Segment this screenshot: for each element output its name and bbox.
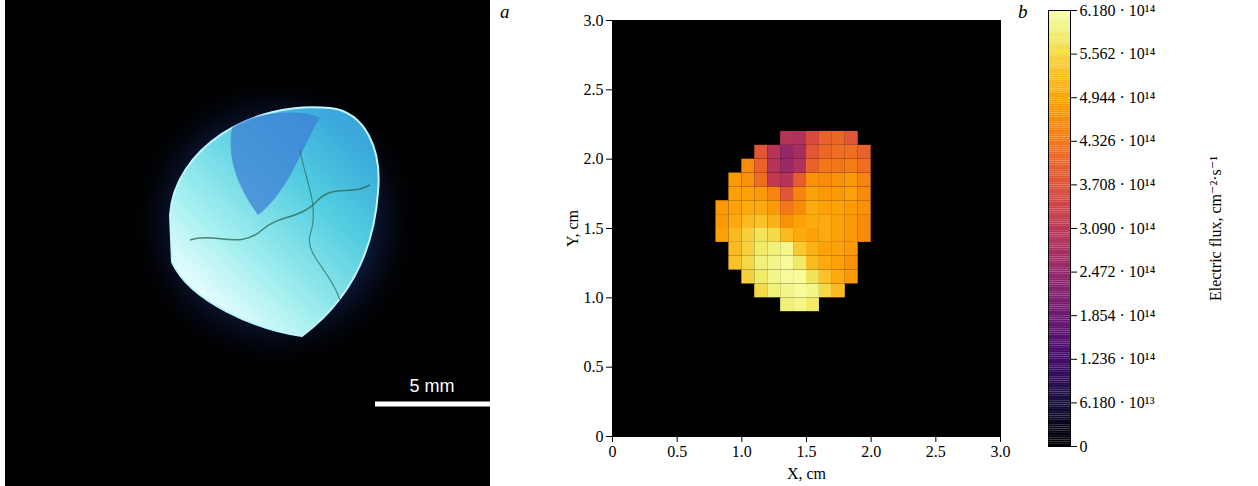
svg-text:1.854 · 10¹⁴: 1.854 · 10¹⁴: [1080, 307, 1156, 324]
svg-text:3.0: 3.0: [584, 12, 604, 29]
svg-text:1.236 · 10¹⁴: 1.236 · 10¹⁴: [1080, 350, 1156, 367]
svg-text:0.5: 0.5: [667, 443, 687, 460]
svg-text:4.326 · 10¹⁴: 4.326 · 10¹⁴: [1080, 132, 1156, 149]
svg-text:6.180 · 10¹⁴: 6.180 · 10¹⁴: [1080, 2, 1156, 19]
svg-text:Electric flux, cm⁻²·s⁻¹: Electric flux, cm⁻²·s⁻¹: [1207, 156, 1224, 301]
svg-text:5.562 · 10¹⁴: 5.562 · 10¹⁴: [1080, 45, 1156, 62]
svg-text:2.5: 2.5: [584, 81, 604, 98]
svg-text:2.472 · 10¹⁴: 2.472 · 10¹⁴: [1080, 263, 1156, 280]
svg-text:1.0: 1.0: [732, 443, 752, 460]
svg-text:2.0: 2.0: [584, 150, 604, 167]
svg-text:2.0: 2.0: [861, 443, 881, 460]
svg-text:1.0: 1.0: [584, 289, 604, 306]
svg-text:0: 0: [609, 443, 617, 460]
svg-text:0: 0: [596, 428, 604, 445]
svg-text:4.944 · 10¹⁴: 4.944 · 10¹⁴: [1080, 89, 1156, 106]
svg-text:0: 0: [1080, 438, 1088, 455]
svg-text:1.5: 1.5: [584, 220, 604, 237]
svg-text:6.180 · 10¹³: 6.180 · 10¹³: [1080, 394, 1155, 411]
svg-text:1.5: 1.5: [797, 443, 817, 460]
svg-text:X, cm: X, cm: [787, 465, 827, 482]
svg-text:b: b: [1018, 1, 1028, 22]
svg-text:3.090 · 10¹⁴: 3.090 · 10¹⁴: [1080, 220, 1156, 237]
svg-text:2.5: 2.5: [926, 443, 946, 460]
svg-text:a: a: [500, 1, 510, 22]
svg-text:Y, cm: Y, cm: [564, 209, 581, 247]
svg-text:0.5: 0.5: [584, 358, 604, 375]
svg-text:5 mm: 5 mm: [410, 376, 455, 396]
svg-text:3.708 · 10¹⁴: 3.708 · 10¹⁴: [1080, 176, 1156, 193]
svg-text:3.0: 3.0: [991, 443, 1011, 460]
